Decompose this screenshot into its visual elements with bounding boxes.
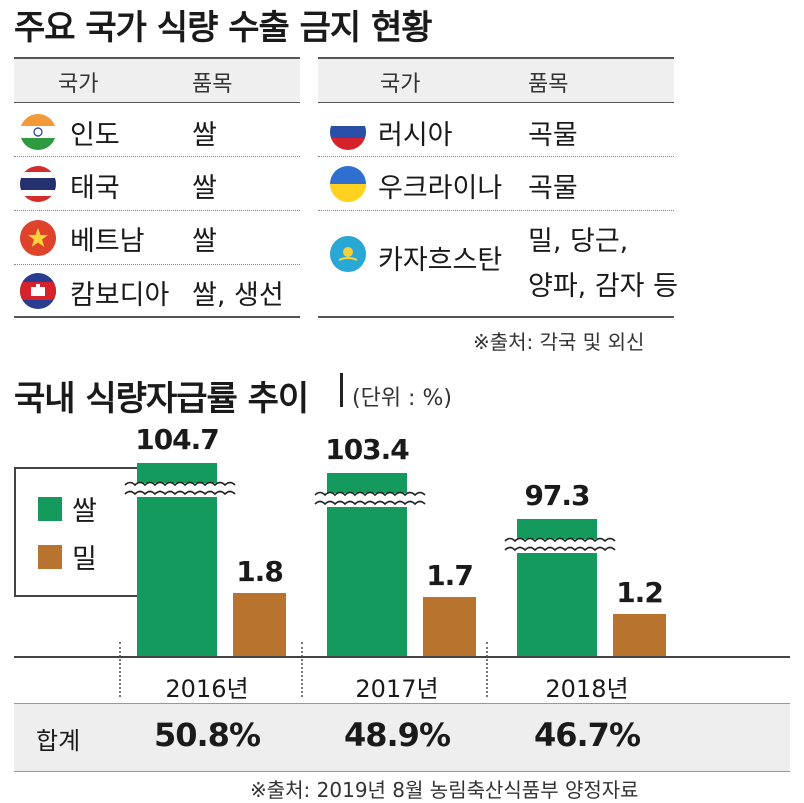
cambodia-flag-icon: [20, 273, 56, 309]
totals-label: 합계: [36, 727, 81, 755]
row-divider: [14, 156, 300, 157]
chart-baseline: [14, 656, 790, 658]
india-flag-icon: [20, 114, 56, 150]
bar-value-wheat: 1.7: [426, 558, 474, 592]
country-name: 베트남: [70, 226, 145, 257]
item-name: 쌀: [192, 226, 217, 257]
totals-row-bg: [14, 704, 790, 772]
item-name: 쌀, 생선: [192, 280, 284, 311]
country-name: 우크라이나: [378, 173, 503, 204]
thailand-flag-icon: [20, 166, 56, 202]
year-label: 2016년: [165, 675, 249, 703]
bar-value-wheat: 1.2: [616, 576, 664, 609]
table-top-rule: [14, 57, 300, 59]
bar-wheat: [423, 596, 476, 656]
legend: 쌀 밀: [14, 467, 142, 597]
total-value: 46.7%: [533, 716, 641, 754]
table-header-bg: [14, 58, 300, 102]
row-divider: [14, 210, 300, 211]
axis-break-icon: [124, 481, 236, 497]
item-name: 곡물: [528, 173, 578, 204]
unit-label: (단위 : %): [352, 386, 452, 411]
chart-title: 국내 식량자급률 추이: [14, 379, 309, 419]
item-name: 곡물: [528, 120, 578, 151]
axis-break-icon: [314, 491, 426, 507]
legend-swatch-wheat: [38, 545, 62, 569]
table-bottom-rule: [318, 316, 674, 318]
vietnam-flag-icon: [20, 220, 56, 256]
year-label: 2017년: [355, 675, 439, 703]
country-name: 러시아: [378, 120, 453, 151]
ukraine-flag-icon: [330, 166, 366, 202]
year-label: 2018년: [545, 675, 629, 703]
legend-label-rice: 쌀: [72, 496, 97, 527]
table-header-bg: [318, 58, 674, 102]
ban-title: 주요 국가 식량 수출 금지 현황: [14, 8, 433, 48]
row-divider: [318, 210, 674, 211]
header-country: 국가: [380, 72, 421, 97]
totals-bottom-rule: [14, 771, 790, 772]
table-bottom-rule: [14, 316, 300, 318]
column-divider: [486, 642, 488, 697]
ban-source: ※출처: 각국 및 외신: [473, 330, 645, 354]
total-value: 48.9%: [343, 716, 451, 754]
axis-break-icon: [504, 537, 616, 553]
item-name: 쌀: [192, 120, 217, 151]
country-name: 태국: [70, 173, 120, 204]
column-divider: [301, 642, 303, 697]
item-name: 쌀: [192, 173, 217, 204]
column-divider: [119, 642, 121, 697]
country-name: 카자흐스탄: [378, 245, 503, 276]
legend-label-wheat: 밀: [72, 544, 97, 575]
bar-value-rice: 97.3: [524, 479, 590, 512]
header-rule: [14, 102, 300, 103]
title-separator: [340, 373, 343, 407]
country-name: 캄보디아: [70, 280, 170, 311]
bar-wheat: [233, 593, 286, 656]
header-item: 품목: [528, 72, 569, 97]
bar-wheat: [613, 614, 666, 656]
header-country: 국가: [58, 72, 99, 97]
russia-flag-icon: [330, 114, 366, 150]
row-divider: [14, 264, 300, 265]
bar-value-rice: 104.7: [135, 423, 220, 456]
bar-value-wheat: 1.8: [236, 555, 284, 588]
kazakhstan-flag-icon: [330, 236, 366, 272]
chart-source: ※출처: 2019년 8월 농림축산식품부 양정자료: [250, 778, 639, 802]
country-name: 인도: [70, 120, 120, 151]
header-rule: [318, 102, 674, 103]
totals-top-rule: [14, 703, 790, 704]
item-name-line2: 양파, 감자 등: [528, 271, 678, 302]
row-divider: [318, 156, 674, 157]
bar-value-rice: 103.4: [325, 432, 410, 466]
header-item: 품목: [192, 72, 233, 97]
legend-swatch-rice: [38, 497, 62, 521]
total-value: 50.8%: [153, 716, 261, 754]
table-top-rule: [318, 57, 674, 59]
item-name: 밀, 당근,: [528, 226, 629, 257]
